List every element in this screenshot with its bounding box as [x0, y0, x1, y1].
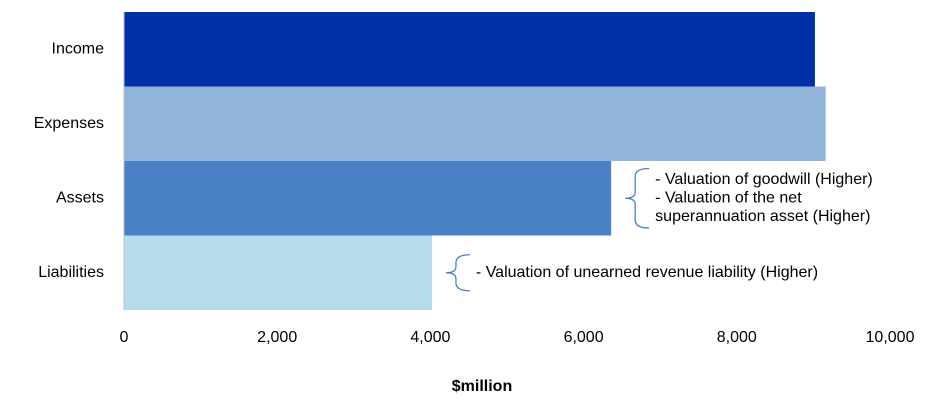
bar-assets: [124, 161, 612, 236]
annotation-text-assets: - Valuation of goodwill (Higher): [655, 171, 873, 188]
bars-group: [124, 12, 826, 310]
category-label-assets: Assets: [56, 189, 104, 206]
x-tick-labels: 0 2,000 4,000 6,000 8,000 10,000: [120, 329, 915, 346]
x-tick-label: 8,000: [717, 329, 757, 346]
annotation-text-assets: superannuation asset (Higher): [655, 208, 870, 225]
x-tick-label: 2,000: [257, 329, 297, 346]
bar-liabilities: [124, 235, 432, 310]
x-tick-label: 4,000: [410, 329, 450, 346]
annotations-group: - Valuation of goodwill (Higher)- Valuat…: [445, 167, 873, 292]
x-tick-label: 10,000: [866, 329, 915, 346]
x-axis-label: $million: [452, 378, 512, 395]
x-tick-label: 6,000: [564, 329, 604, 346]
category-labels: Income Expenses Assets Liabilities: [34, 40, 104, 281]
category-label-expenses: Expenses: [34, 115, 104, 132]
annotation-bracket: [625, 167, 650, 229]
annotation-text-liabilities: - Valuation of unearned revenue liabilit…: [476, 264, 818, 281]
bar-income: [124, 12, 815, 87]
annotation-bracket: [445, 254, 470, 292]
category-label-income: Income: [52, 40, 105, 57]
category-label-liabilities: Liabilities: [38, 264, 104, 281]
annotation-text-assets: - Valuation of the net: [655, 189, 802, 206]
x-tick-label: 0: [120, 329, 129, 346]
bar-expenses: [124, 86, 826, 161]
